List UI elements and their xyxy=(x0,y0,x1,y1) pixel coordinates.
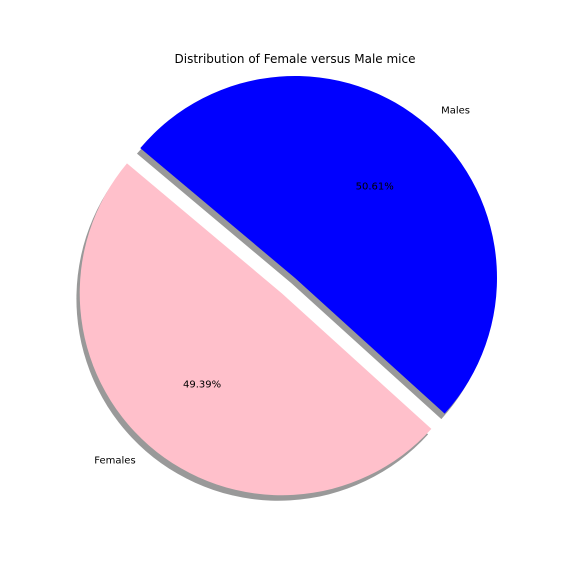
slice-label-females: Females xyxy=(94,456,135,467)
slice-layer xyxy=(79,76,497,496)
chart-title: Distribution of Female versus Male mice xyxy=(175,52,416,66)
label-layer: Females 49.39% Males 50.61% xyxy=(94,106,470,467)
slice-label-males: Males xyxy=(441,106,470,117)
pct-label-females: 49.39% xyxy=(183,380,221,391)
pct-label-males: 50.61% xyxy=(356,182,394,193)
pie-slice-females xyxy=(79,163,432,496)
pie-slice-males xyxy=(140,76,497,414)
